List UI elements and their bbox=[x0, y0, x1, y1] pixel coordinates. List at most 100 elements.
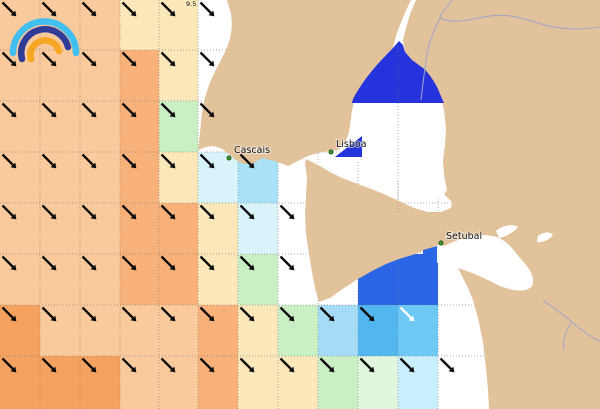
wind-cell bbox=[159, 356, 198, 409]
wind-arrow bbox=[160, 255, 176, 271]
wind-arrow bbox=[41, 306, 57, 322]
river-line bbox=[420, 17, 441, 101]
wind-arrow bbox=[81, 1, 97, 17]
wind-arrow bbox=[359, 306, 375, 322]
wind-arrow bbox=[160, 153, 176, 169]
wind-arrow bbox=[199, 357, 215, 373]
city-marker bbox=[328, 149, 334, 155]
wind-arrow bbox=[81, 357, 97, 373]
wind-cell bbox=[40, 356, 80, 409]
logo-arc bbox=[18, 25, 72, 63]
wind-arrow bbox=[41, 204, 57, 220]
wind-arrow bbox=[121, 1, 137, 17]
wind-cell bbox=[40, 50, 80, 101]
wind-arrow bbox=[41, 1, 57, 17]
city-labels-layer: Cascais Lisboa Setubal 9.5 bbox=[186, 0, 483, 246]
wind-arrow bbox=[239, 153, 255, 169]
wind-arrow bbox=[121, 102, 137, 118]
city-label-lisboa: Lisboa bbox=[328, 138, 368, 155]
wind-cell bbox=[398, 356, 438, 409]
wind-cell bbox=[159, 50, 198, 101]
wind-cell bbox=[120, 101, 159, 152]
wind-cell bbox=[0, 356, 40, 409]
wind-arrow bbox=[1, 153, 17, 169]
wind-arrow bbox=[439, 357, 455, 373]
wind-cell bbox=[0, 152, 40, 203]
wind-cell bbox=[40, 305, 80, 356]
wind-arrow bbox=[121, 204, 137, 220]
wind-arrow bbox=[279, 357, 295, 373]
wind-cell bbox=[198, 356, 238, 409]
wind-cell bbox=[120, 254, 159, 305]
wind-arrow bbox=[279, 204, 295, 220]
wind-cell bbox=[159, 152, 198, 203]
wind-arrow bbox=[239, 357, 255, 373]
wind-arrow bbox=[81, 153, 97, 169]
wind-arrow bbox=[160, 102, 176, 118]
wind-cell bbox=[0, 203, 40, 254]
wind-arrow bbox=[81, 51, 97, 67]
wind-cell bbox=[0, 101, 40, 152]
wind-arrow bbox=[81, 306, 97, 322]
wind-cell bbox=[40, 101, 80, 152]
wind-cell bbox=[120, 152, 159, 203]
wind-arrow bbox=[319, 357, 335, 373]
wind-arrow bbox=[279, 306, 295, 322]
wind-cell bbox=[278, 356, 318, 409]
wind-arrow bbox=[399, 306, 415, 322]
wind-arrow bbox=[239, 204, 255, 220]
wind-arrow bbox=[81, 102, 97, 118]
wind-cell bbox=[358, 305, 398, 356]
city-marker bbox=[438, 240, 444, 246]
wind-arrow bbox=[41, 102, 57, 118]
logo-arc bbox=[27, 37, 63, 63]
wind-cell bbox=[120, 0, 159, 50]
wind-arrow bbox=[199, 306, 215, 322]
city-marker bbox=[226, 155, 232, 161]
wind-arrow bbox=[160, 51, 176, 67]
wind-cell bbox=[238, 356, 278, 409]
wind-cell bbox=[40, 203, 80, 254]
wind-arrow bbox=[160, 204, 176, 220]
logo-arc bbox=[9, 18, 80, 57]
wind-cell bbox=[120, 356, 159, 409]
wind-value-label: 9.5 bbox=[186, 0, 196, 8]
wind-arrow bbox=[199, 1, 215, 17]
wind-arrow bbox=[199, 255, 215, 271]
land-mass bbox=[198, 0, 600, 409]
wind-cell bbox=[238, 254, 278, 305]
wind-cell bbox=[80, 101, 120, 152]
wind-arrow bbox=[41, 255, 57, 271]
wind-cell bbox=[238, 203, 278, 254]
wind-arrow bbox=[279, 255, 295, 271]
lisboa-harbor-triangle bbox=[335, 136, 362, 157]
wind-cell bbox=[159, 203, 198, 254]
wind-arrow bbox=[41, 357, 57, 373]
wind-arrow bbox=[199, 51, 215, 67]
wind-arrow bbox=[1, 357, 17, 373]
wind-cell bbox=[0, 254, 40, 305]
river-line bbox=[563, 321, 573, 351]
wind-cell bbox=[80, 254, 120, 305]
tagus-estuary-blue-fill bbox=[352, 41, 444, 103]
wind-cell bbox=[278, 305, 318, 356]
meteo-logo bbox=[9, 18, 80, 63]
wind-arrows-layer bbox=[1, 1, 455, 373]
wind-arrow bbox=[160, 306, 176, 322]
city-label-setubal: Setubal bbox=[438, 230, 483, 246]
wind-arrow bbox=[121, 153, 137, 169]
wind-arrow bbox=[1, 255, 17, 271]
wind-arrow bbox=[239, 306, 255, 322]
wind-cell bbox=[80, 50, 120, 101]
wind-arrow bbox=[41, 153, 57, 169]
wind-cell bbox=[398, 305, 438, 356]
wind-arrow bbox=[1, 1, 17, 17]
wind-cell bbox=[0, 305, 40, 356]
wind-cells-layer bbox=[0, 0, 438, 409]
wind-arrow bbox=[41, 51, 57, 67]
wind-cell bbox=[198, 152, 238, 203]
wind-arrow bbox=[199, 153, 215, 169]
wind-arrow bbox=[81, 204, 97, 220]
